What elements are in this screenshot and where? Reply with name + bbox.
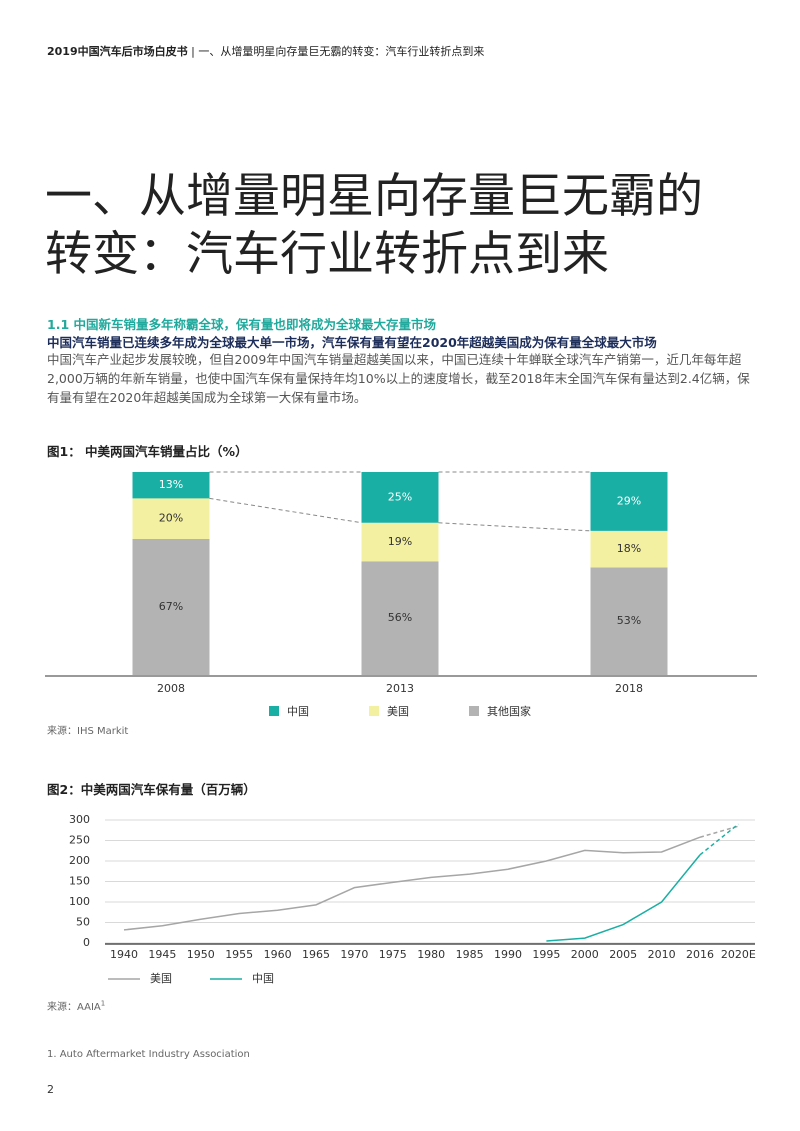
value-label: 18% xyxy=(617,542,641,555)
x-tick-label: 1970 xyxy=(340,948,368,961)
x-tick-label: 2000 xyxy=(571,948,599,961)
footnote: 1. Auto Aftermarket Industry Association xyxy=(47,1049,250,1060)
line-series xyxy=(546,854,701,942)
y-tick-label: 200 xyxy=(69,854,90,867)
x-tick-label: 2013 xyxy=(386,682,414,695)
bar-segment xyxy=(361,561,439,675)
bar-segment xyxy=(361,522,439,562)
subheading: 中国汽车销量已连续多年成为全球最大单一市场，汽车保有量有望在2020年超越美国成… xyxy=(47,335,657,350)
x-tick-label: 2010 xyxy=(648,948,676,961)
x-tick-label: 2018 xyxy=(615,682,643,695)
value-label: 13% xyxy=(159,478,183,491)
bar-segment xyxy=(590,472,668,531)
value-label: 25% xyxy=(388,490,412,503)
legend-label: 中国 xyxy=(252,972,274,985)
x-tick-label: 2020E xyxy=(721,948,756,961)
bar-segment xyxy=(361,472,439,523)
y-tick-label: 50 xyxy=(76,916,90,929)
source: 来源：AAIA1 xyxy=(47,998,105,1013)
value-label: 20% xyxy=(159,512,183,525)
x-tick-label: 2005 xyxy=(609,948,637,961)
bar-segment xyxy=(590,567,668,675)
x-tick-label: 1965 xyxy=(302,948,330,961)
x-tick-label: 1960 xyxy=(264,948,292,961)
bar-segment xyxy=(132,498,210,539)
x-tick-label: 1995 xyxy=(532,948,560,961)
legend-swatch xyxy=(469,706,479,716)
title-line: 转变：汽车行业转折点到来 xyxy=(45,227,609,282)
bar-segment xyxy=(132,472,210,499)
y-tick-label: 100 xyxy=(69,895,90,908)
value-label: 56% xyxy=(388,611,412,624)
y-tick-label: 250 xyxy=(69,834,90,847)
value-label: 29% xyxy=(617,494,641,507)
connector xyxy=(438,522,591,532)
source-note-mark: 1 xyxy=(100,999,106,1008)
x-tick-label: 1950 xyxy=(187,948,215,961)
line-series xyxy=(123,836,701,931)
x-tick-label: 1980 xyxy=(417,948,445,961)
x-tick-label: 1940 xyxy=(110,948,138,961)
header-book: 2019中国汽车后市场白皮书 xyxy=(47,45,188,58)
x-tick-label: 1990 xyxy=(494,948,522,961)
chart-title: 图1： 中美两国汽车销量占比（%） xyxy=(47,444,248,459)
y-tick-label: 150 xyxy=(69,875,90,888)
legend-label: 美国 xyxy=(387,705,409,718)
line-projection xyxy=(699,823,739,856)
legend-swatch xyxy=(269,706,279,716)
value-label: 67% xyxy=(159,600,183,613)
header: 2019中国汽车后市场白皮书 | 一、从增量明星向存量巨无霸的转变：汽车行业转折… xyxy=(47,43,484,59)
y-tick-label: 0 xyxy=(83,936,90,949)
header-chapter: | 一、从增量明星向存量巨无霸的转变：汽车行业转折点到来 xyxy=(191,45,485,58)
x-tick-label: 1975 xyxy=(379,948,407,961)
source: 来源：IHS Markit xyxy=(47,726,129,737)
chart-title: 图2：中美两国汽车保有量（百万辆） xyxy=(47,782,256,797)
value-label: 19% xyxy=(388,535,412,548)
x-tick-label: 1985 xyxy=(456,948,484,961)
section-heading: 1.1 中国新车销量多年称霸全球，保有量也即将成为全球最大存量市场 xyxy=(47,317,436,332)
x-tick-label: 1955 xyxy=(225,948,253,961)
legend-swatch xyxy=(369,706,379,716)
x-tick-label: 1945 xyxy=(148,948,176,961)
source-text: 来源：AAIA xyxy=(47,1002,101,1013)
legend-label: 美国 xyxy=(150,972,172,985)
title-line: 一、从增量明星向存量巨无霸的 xyxy=(45,169,703,224)
y-tick-label: 300 xyxy=(69,813,90,826)
x-tick-label: 2016 xyxy=(686,948,714,961)
connector xyxy=(209,497,362,524)
legend-label: 其他国家 xyxy=(487,704,531,718)
title: 一、从增量明星向存量巨无霸的 转变：汽车行业转折点到来 xyxy=(45,168,703,284)
page-number: 2 xyxy=(47,1083,54,1096)
legend-label: 中国 xyxy=(287,705,309,718)
x-tick-label: 2008 xyxy=(157,682,185,695)
body-text: 中国汽车产业起步发展较晚，但自2009年中国汽车销量超越美国以来，中国已连续十年… xyxy=(47,352,750,405)
bar-segment xyxy=(132,538,210,675)
value-label: 53% xyxy=(617,614,641,627)
bar-segment xyxy=(590,530,668,568)
